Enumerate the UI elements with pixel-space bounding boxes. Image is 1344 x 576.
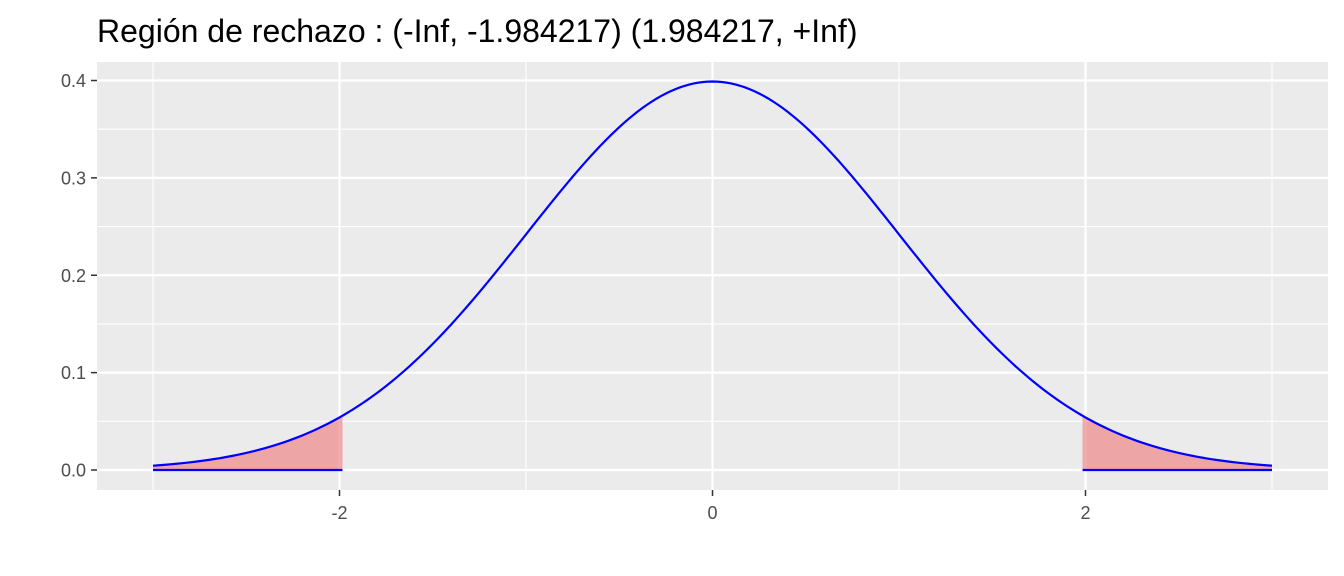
rejection-regions (153, 415, 1272, 470)
x-axis: -2 0 2 (331, 490, 1091, 523)
y-tick-label: 0.1 (61, 363, 86, 383)
y-axis: 0.0 0.1 0.2 0.3 0.4 (61, 71, 97, 481)
density-curve-layer (152, 80, 1273, 472)
x-tick-label: 0 (707, 503, 717, 523)
y-tick-label: 0.2 (61, 266, 86, 286)
rejection-region-left (153, 415, 343, 470)
x-tick-label: 2 (1080, 503, 1090, 523)
chart-title: Región de rechazo : (-Inf, -1.984217) (1… (97, 13, 857, 49)
y-tick-label: 0.4 (61, 71, 86, 91)
y-tick-label: 0.3 (61, 168, 86, 188)
density-curve (152, 80, 1273, 467)
x-tick-label: -2 (331, 503, 347, 523)
y-tick-label: 0.0 (61, 461, 86, 481)
rejection-region-right (1082, 415, 1272, 470)
